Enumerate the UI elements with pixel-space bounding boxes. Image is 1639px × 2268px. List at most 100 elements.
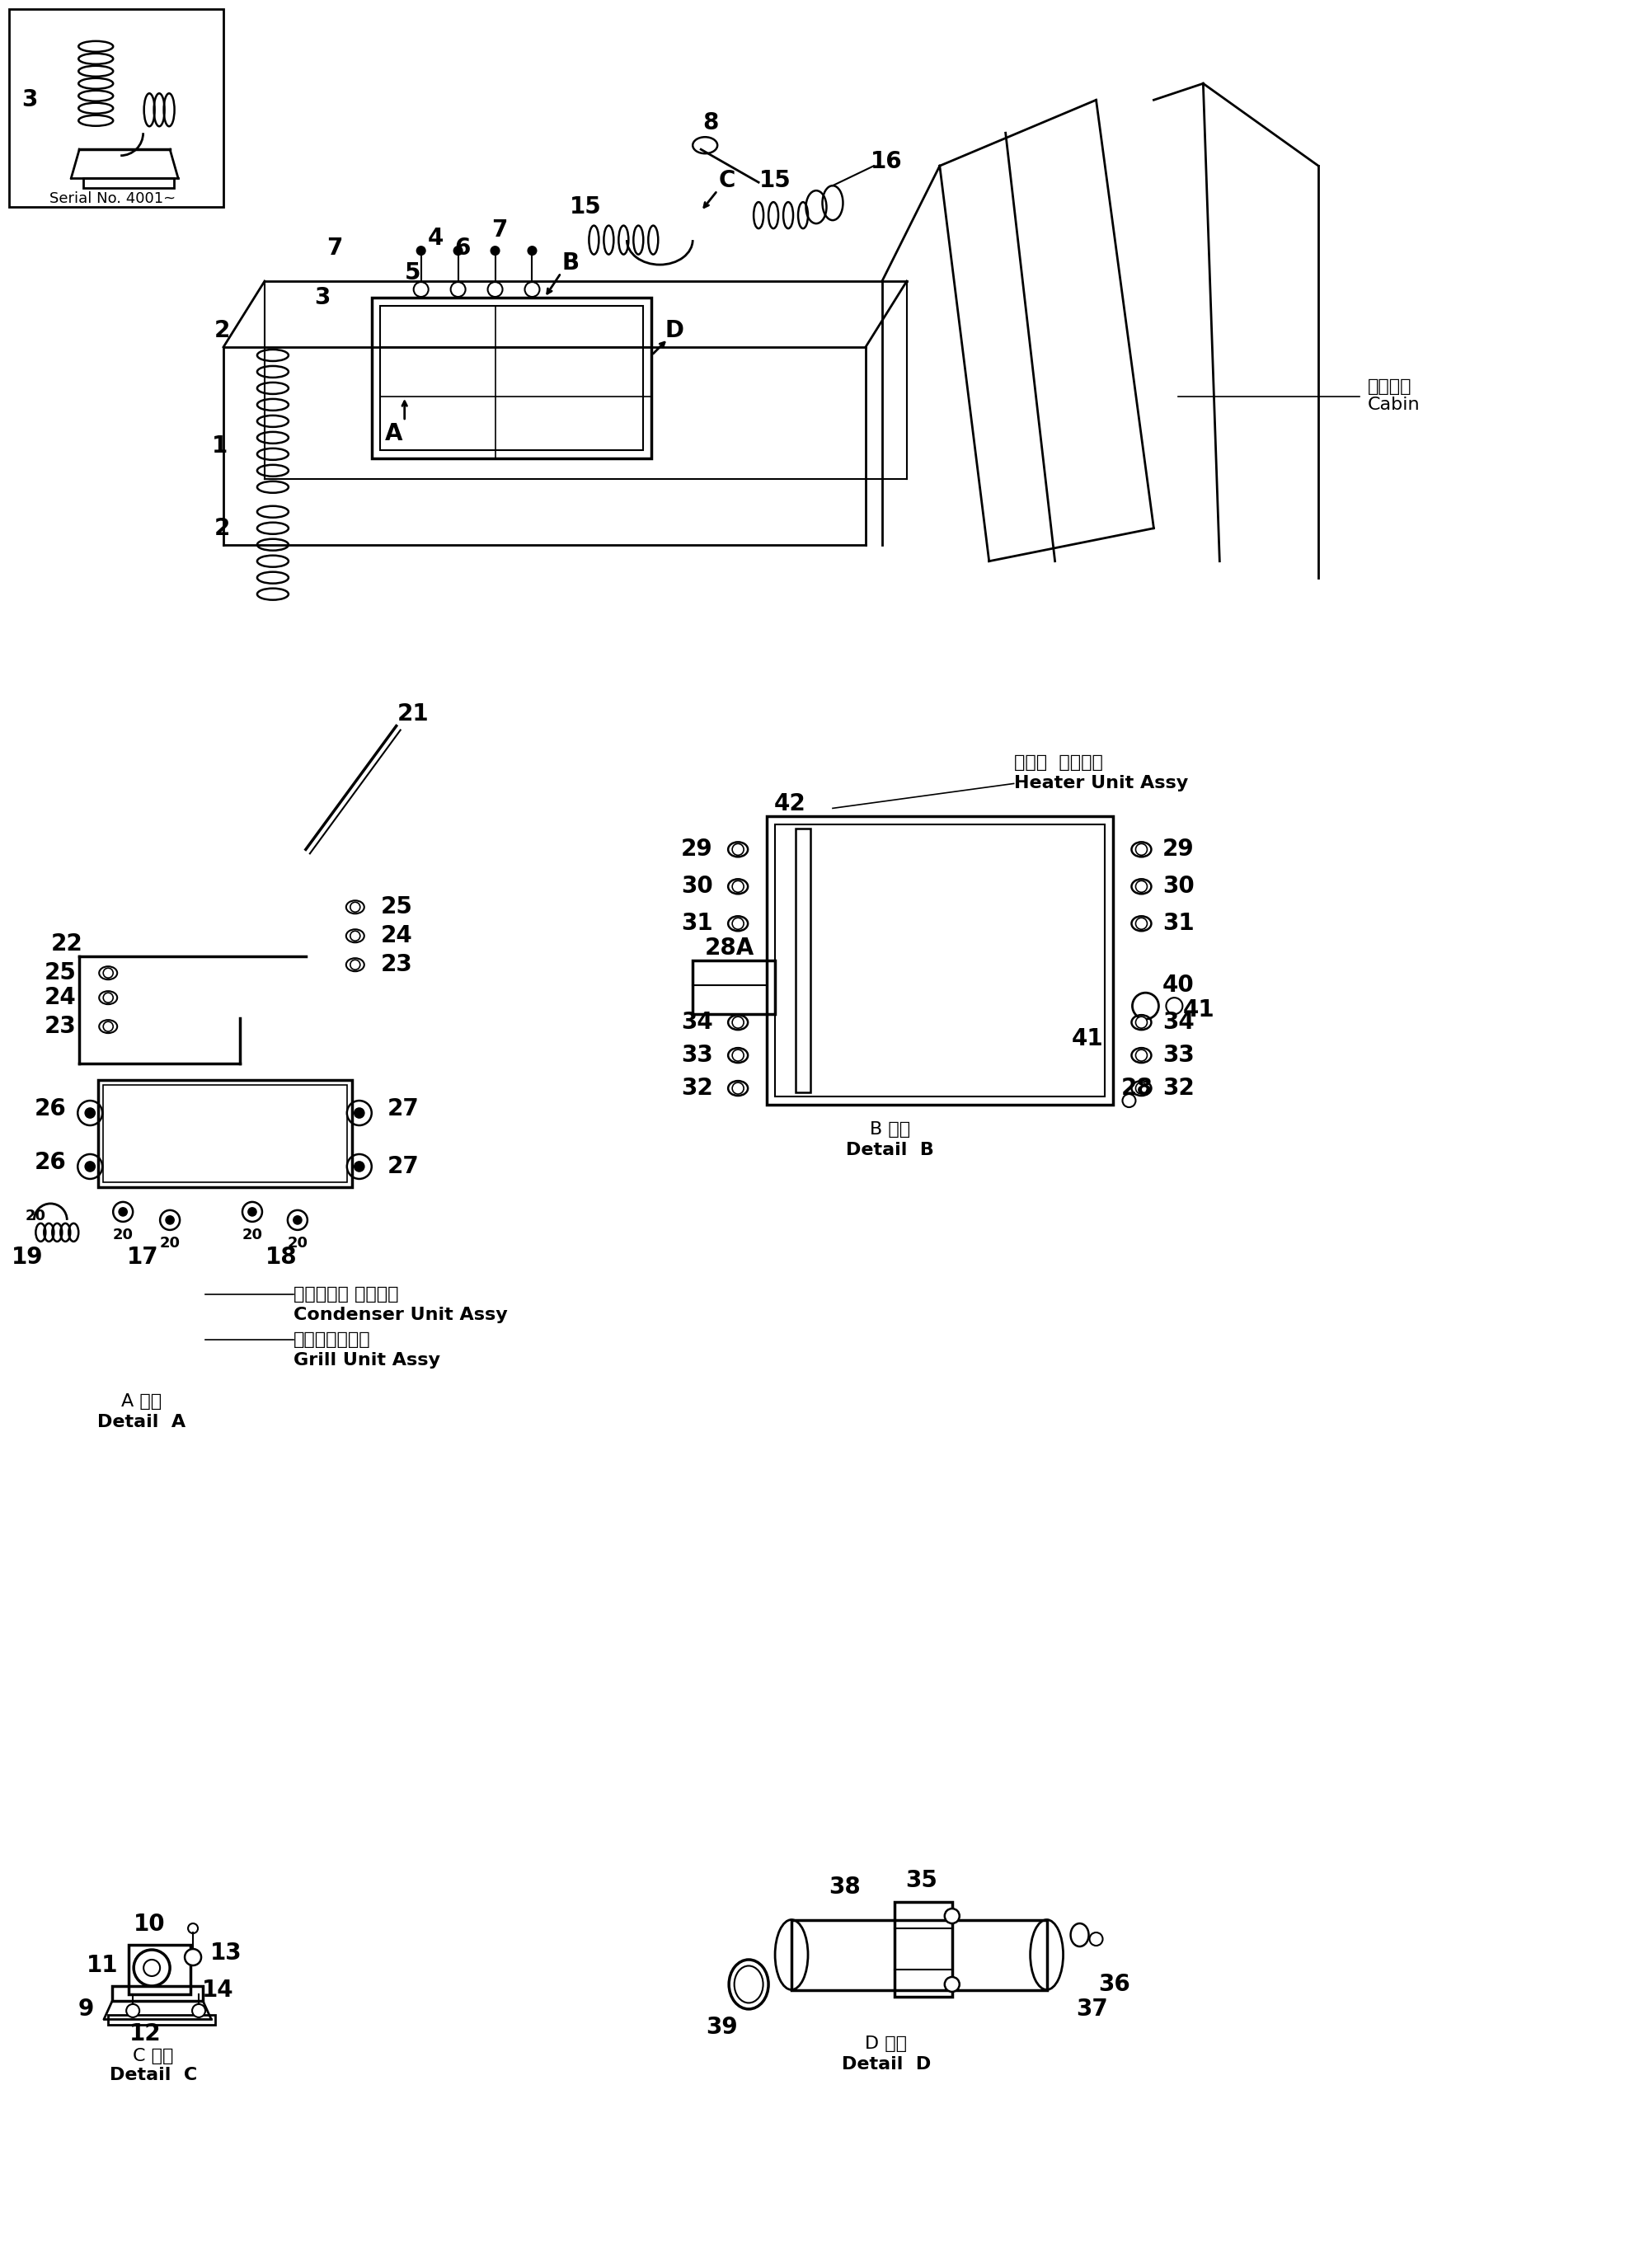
Circle shape: [120, 1209, 128, 1216]
Text: 26: 26: [34, 1150, 67, 1175]
Text: D: D: [665, 320, 683, 342]
Text: 26: 26: [34, 1098, 67, 1120]
Text: 27: 27: [387, 1154, 420, 1177]
Text: 15: 15: [570, 195, 602, 218]
Text: グリルユニット: グリルユニット: [293, 1331, 370, 1347]
Text: キャビン: キャビン: [1369, 379, 1411, 395]
Text: 28A: 28A: [705, 937, 754, 959]
Circle shape: [243, 1202, 262, 1222]
Text: 23: 23: [44, 1016, 77, 1039]
Circle shape: [351, 903, 361, 912]
Circle shape: [1090, 1932, 1103, 1946]
Text: C: C: [720, 170, 736, 193]
Circle shape: [188, 1923, 198, 1932]
Text: C 詳細: C 詳細: [133, 2048, 174, 2064]
Bar: [775, 826, 1105, 1095]
Text: 5: 5: [405, 261, 421, 284]
Text: 14: 14: [202, 1978, 234, 2003]
Bar: [693, 962, 775, 1014]
Text: 19: 19: [11, 1245, 43, 1268]
Text: Detail  A: Detail A: [97, 1413, 185, 1431]
Circle shape: [247, 1209, 256, 1216]
Text: 2: 2: [213, 517, 229, 540]
Text: 39: 39: [706, 2016, 738, 2039]
Circle shape: [77, 1154, 102, 1179]
Circle shape: [85, 1161, 95, 1173]
Circle shape: [454, 247, 462, 254]
Bar: [795, 828, 810, 1093]
Text: A: A: [385, 422, 403, 445]
Circle shape: [524, 281, 539, 297]
Text: Detail  C: Detail C: [110, 2066, 197, 2084]
Text: 30: 30: [680, 875, 713, 898]
Text: 8: 8: [703, 111, 720, 134]
Text: 21: 21: [397, 703, 429, 726]
Text: 7: 7: [492, 218, 506, 243]
Text: ヒータ  ユニット: ヒータ ユニット: [1015, 755, 1103, 771]
Circle shape: [103, 968, 113, 978]
Text: Cabin: Cabin: [1369, 397, 1421, 413]
Circle shape: [1133, 993, 1159, 1018]
Text: 9: 9: [79, 1998, 93, 2021]
Circle shape: [77, 1100, 102, 1125]
Text: 36: 36: [1098, 1973, 1131, 1996]
Circle shape: [161, 1211, 180, 1229]
Circle shape: [126, 2005, 139, 2016]
Circle shape: [288, 1211, 308, 1229]
Bar: [10, 9, 223, 206]
Text: Detail  D: Detail D: [841, 2057, 931, 2073]
Text: 24: 24: [380, 925, 413, 948]
Text: 20: 20: [113, 1227, 133, 1243]
Circle shape: [347, 1100, 372, 1125]
Circle shape: [1136, 844, 1147, 855]
Circle shape: [113, 1202, 133, 1222]
Text: 38: 38: [829, 1876, 860, 1898]
Text: 32: 32: [680, 1077, 713, 1100]
Text: 11: 11: [87, 1953, 118, 1978]
Circle shape: [733, 919, 744, 930]
Text: 15: 15: [759, 170, 792, 193]
Text: 20: 20: [159, 1236, 180, 1250]
Circle shape: [134, 1950, 170, 1987]
Bar: [380, 306, 644, 449]
Circle shape: [144, 1960, 161, 1975]
Circle shape: [1136, 880, 1147, 891]
Circle shape: [1136, 1016, 1147, 1027]
Text: 29: 29: [1162, 837, 1195, 862]
Text: Serial No. 4001~: Serial No. 4001~: [49, 191, 175, 206]
Text: 1: 1: [211, 435, 228, 458]
Bar: [113, 1987, 203, 2000]
Text: 7: 7: [326, 236, 343, 261]
Text: B: B: [562, 252, 580, 274]
Bar: [792, 1921, 1047, 1989]
Text: 42: 42: [774, 792, 806, 816]
Text: 41: 41: [1183, 998, 1214, 1021]
Circle shape: [413, 281, 428, 297]
Circle shape: [354, 1109, 364, 1118]
Circle shape: [351, 930, 361, 941]
Text: 25: 25: [380, 896, 413, 919]
Circle shape: [192, 2005, 205, 2016]
Text: Condenser Unit Assy: Condenser Unit Assy: [293, 1306, 508, 1322]
Bar: [84, 179, 174, 188]
Text: コンデンサ ユニット: コンデンサ ユニット: [293, 1286, 398, 1302]
Circle shape: [1165, 998, 1183, 1014]
Circle shape: [492, 247, 500, 254]
Text: Heater Unit Assy: Heater Unit Assy: [1015, 776, 1188, 792]
Bar: [767, 816, 1113, 1105]
Text: 27: 27: [387, 1098, 420, 1120]
Circle shape: [733, 844, 744, 855]
Text: 20: 20: [26, 1209, 46, 1222]
Text: 25: 25: [44, 962, 77, 984]
Text: 30: 30: [1162, 875, 1195, 898]
Text: 2: 2: [213, 320, 229, 342]
Circle shape: [528, 247, 536, 254]
Text: 20: 20: [287, 1236, 308, 1250]
Text: 28: 28: [1121, 1077, 1154, 1100]
Bar: [108, 2014, 215, 2025]
Circle shape: [1136, 1050, 1147, 1061]
Text: 33: 33: [1162, 1043, 1195, 1066]
Text: 31: 31: [1162, 912, 1195, 934]
Circle shape: [347, 1154, 372, 1179]
Text: 3: 3: [315, 286, 329, 308]
